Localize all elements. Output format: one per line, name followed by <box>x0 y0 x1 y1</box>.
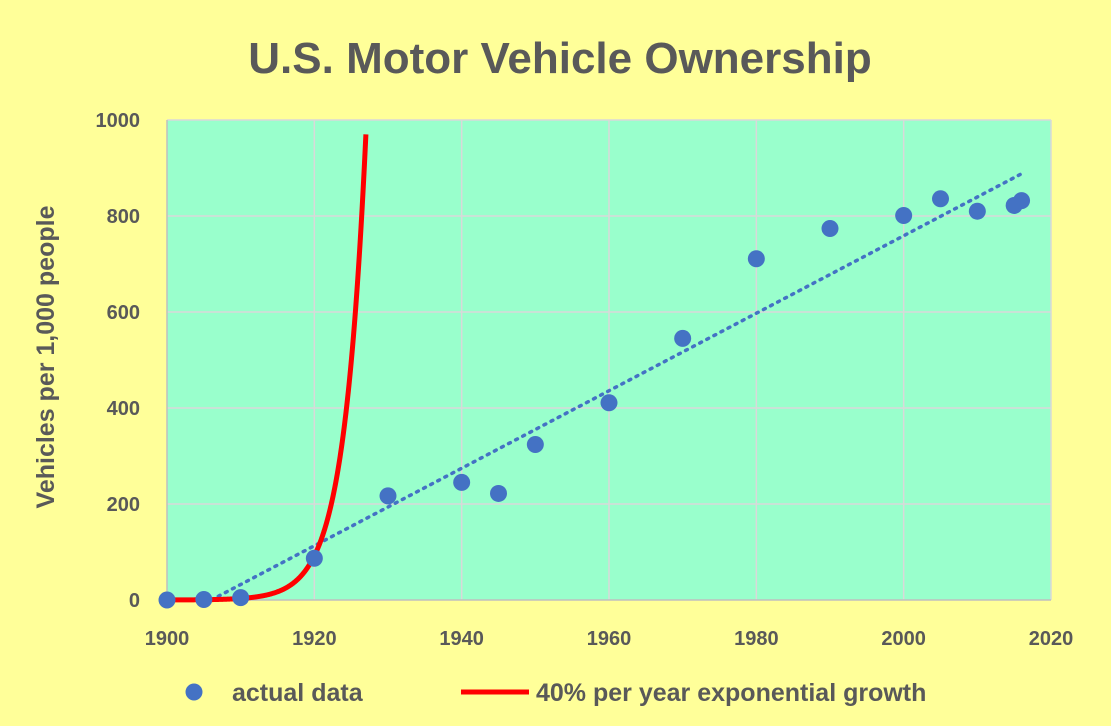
x-tick-label: 2020 <box>1029 628 1074 650</box>
legend-label-exponential: 40% per year exponential growth <box>536 679 926 707</box>
data-point <box>1013 192 1031 210</box>
x-tick-label: 1980 <box>734 628 779 650</box>
y-tick-label: 0 <box>129 590 140 612</box>
x-tick-label: 1920 <box>292 628 337 650</box>
data-point <box>932 190 949 208</box>
x-tick-label: 2000 <box>881 628 926 650</box>
plot-content <box>158 134 1031 609</box>
legend-marker-actual-data <box>185 683 203 701</box>
data-point <box>490 484 507 502</box>
data-point <box>379 487 397 505</box>
actual-data-points <box>158 190 1031 609</box>
legend-label-actual-data: actual data <box>232 679 364 707</box>
data-point <box>232 589 250 607</box>
y-tick-label: 200 <box>107 494 140 516</box>
y-tick-labels: 0 200 400 600 800 1000 <box>96 110 141 612</box>
data-point <box>821 219 839 237</box>
data-point <box>968 202 986 220</box>
legend: actual data 40% per year exponential gro… <box>185 679 926 707</box>
y-tick-label: 800 <box>107 206 140 228</box>
data-point <box>526 435 544 453</box>
data-point <box>747 250 765 268</box>
data-point <box>600 394 618 412</box>
y-axis-title: Vehicles per 1,000 people <box>32 205 60 508</box>
chart-title: U.S. Motor Vehicle Ownership <box>248 34 871 83</box>
x-tick-label: 1900 <box>145 628 190 650</box>
data-point <box>195 591 213 609</box>
data-point <box>674 329 692 347</box>
y-tick-label: 400 <box>107 398 140 420</box>
y-tick-label: 1000 <box>96 110 141 132</box>
x-tick-labels: 1900 1920 1940 1960 1980 2000 2020 <box>145 628 1074 650</box>
x-tick-label: 1960 <box>587 628 632 650</box>
y-tick-label: 600 <box>107 302 140 324</box>
trendline <box>209 172 1024 602</box>
data-point <box>895 207 913 225</box>
x-tick-label: 1940 <box>439 628 484 650</box>
axes <box>166 120 1051 601</box>
data-point <box>158 591 176 609</box>
data-point <box>305 549 323 567</box>
data-point <box>453 473 471 491</box>
